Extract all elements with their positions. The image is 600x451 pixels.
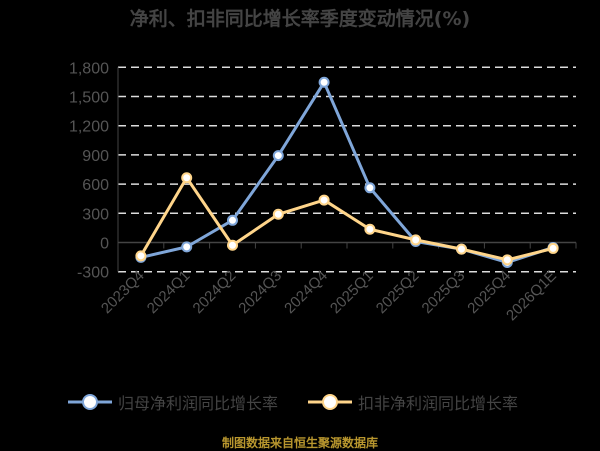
y-tick-label: -300 xyxy=(77,265,109,282)
y-tick-label: 300 xyxy=(82,206,109,223)
y-tick-label: 600 xyxy=(82,177,109,194)
data-point xyxy=(318,76,330,88)
x-tick-label: 2024Q3 xyxy=(235,267,285,317)
data-point xyxy=(364,223,376,235)
data-point xyxy=(135,250,147,262)
x-tick-label: 2024Q2 xyxy=(190,267,240,317)
y-tick-label: 0 xyxy=(100,236,109,253)
data-point xyxy=(227,239,238,251)
legend-marker-blue-icon xyxy=(68,394,112,410)
data-point xyxy=(364,182,376,194)
data-point xyxy=(410,234,422,246)
data-point xyxy=(227,214,238,226)
x-tick-label: 2024Q4 xyxy=(281,267,331,317)
legend-marker-yellow-icon xyxy=(308,394,352,410)
data-point xyxy=(547,242,559,254)
legend-item-parent-net-profit[interactable]: 归母净利润同比增长率 xyxy=(68,390,278,414)
data-point xyxy=(181,241,193,253)
y-tick-label: 1,200 xyxy=(69,119,109,136)
data-point xyxy=(272,208,284,220)
data-point xyxy=(501,254,513,266)
series-line xyxy=(139,176,554,262)
legend-label: 归母净利润同比增长率 xyxy=(118,394,279,413)
legend-label: 扣非净利润同比增长率 xyxy=(358,394,519,413)
source-note: 制图数据来自恒生聚源数据库 xyxy=(221,436,378,450)
x-tick-label: 2026Q1E xyxy=(503,267,560,324)
y-tick-label: 900 xyxy=(82,148,109,165)
data-point xyxy=(456,243,467,255)
data-point xyxy=(272,150,284,162)
series-1 xyxy=(135,76,559,268)
y-tick-label: 1,500 xyxy=(69,90,109,107)
x-tick-label: 2025Q1 xyxy=(327,267,377,317)
data-point xyxy=(318,194,330,206)
x-tick-label: 2024Q1 xyxy=(144,267,194,317)
legend-item-deducted-net-profit[interactable]: 扣非净利润同比增长率 xyxy=(308,390,518,414)
series-2 xyxy=(135,172,559,266)
chart-title: 净利、扣非同比增长率季度变动情况(%) xyxy=(129,8,471,30)
x-tick-label: 2025Q3 xyxy=(419,267,469,317)
x-tick-label: 2025Q2 xyxy=(373,267,423,317)
line-chart: -30003006009001,2001,5001,8002023Q42024Q… xyxy=(69,60,577,324)
series-line xyxy=(140,80,554,264)
data-point xyxy=(181,172,193,184)
y-tick-label: 1,800 xyxy=(69,60,109,77)
